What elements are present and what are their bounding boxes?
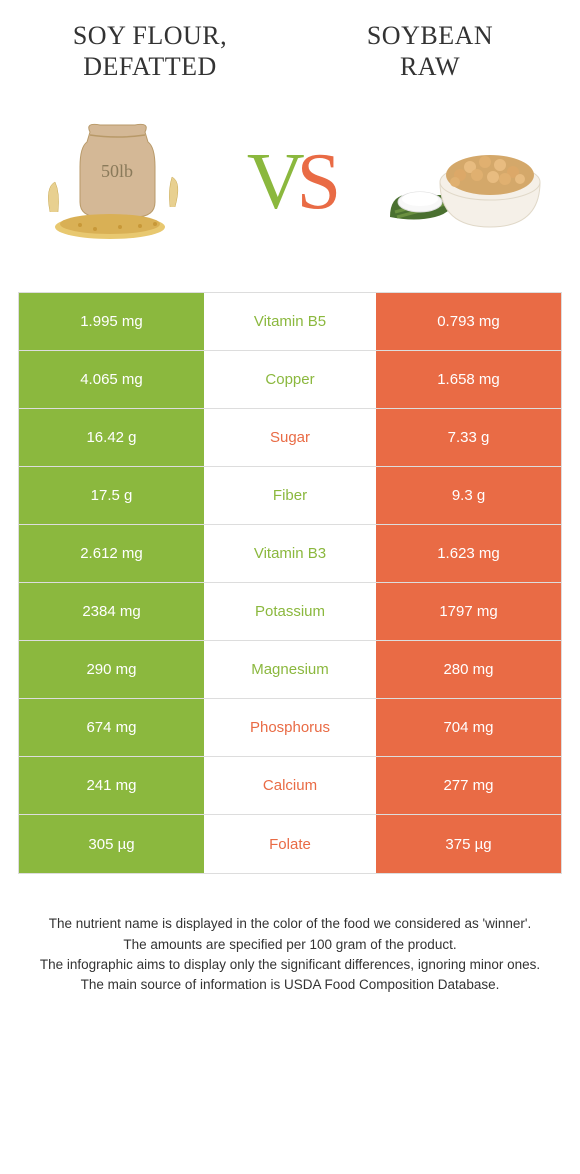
title-left-line2: defatted [83,52,217,81]
cell-right-value: 1.623 mg [376,525,561,582]
cell-left-value: 16.42 g [19,409,204,466]
footer-line: The infographic aims to display only the… [30,955,550,975]
cell-nutrient-name: Phosphorus [204,699,376,756]
cell-right-value: 0.793 mg [376,293,561,350]
table-row: 2.612 mgVitamin B31.623 mg [19,525,561,583]
title-left: Soy flour, defatted [40,20,260,82]
table-row: 290 mgMagnesium280 mg [19,641,561,699]
table-row: 2384 mgPotassium1797 mg [19,583,561,641]
nutrient-table: 1.995 mgVitamin B50.793 mg4.065 mgCopper… [18,292,562,874]
cell-nutrient-name: Folate [204,815,376,873]
cell-left-value: 1.995 mg [19,293,204,350]
table-row: 305 µgFolate375 µg [19,815,561,873]
footer-line: The main source of information is USDA F… [30,975,550,995]
cell-right-value: 375 µg [376,815,561,873]
cell-nutrient-name: Vitamin B5 [204,293,376,350]
cell-right-value: 277 mg [376,757,561,814]
vs-v: V [247,138,297,226]
cell-left-value: 4.065 mg [19,351,204,408]
cell-right-value: 9.3 g [376,467,561,524]
vs-s: S [297,138,334,226]
title-right-line2: raw [400,52,460,81]
title-left-line1: Soy flour, [73,21,227,50]
cell-left-value: 241 mg [19,757,204,814]
cell-nutrient-name: Calcium [204,757,376,814]
table-row: 241 mgCalcium277 mg [19,757,561,815]
cell-nutrient-name: Magnesium [204,641,376,698]
cell-left-value: 290 mg [19,641,204,698]
table-row: 674 mgPhosphorus704 mg [19,699,561,757]
cell-left-value: 17.5 g [19,467,204,524]
table-row: 17.5 gFiber9.3 g [19,467,561,525]
cell-nutrient-name: Fiber [204,467,376,524]
cell-right-value: 7.33 g [376,409,561,466]
table-row: 1.995 mgVitamin B50.793 mg [19,293,561,351]
food-image-left: 50lb [30,112,200,252]
vs-label: VS [247,137,333,228]
table-row: 4.065 mgCopper1.658 mg [19,351,561,409]
cell-right-value: 280 mg [376,641,561,698]
svg-text:50lb: 50lb [101,161,133,181]
cell-left-value: 2.612 mg [19,525,204,582]
cell-nutrient-name: Potassium [204,583,376,640]
cell-nutrient-name: Vitamin B3 [204,525,376,582]
footer-line: The nutrient name is displayed in the co… [30,914,550,934]
cell-left-value: 2384 mg [19,583,204,640]
images-row: 50lb VS [0,92,580,292]
title-right-line1: Soybean [367,21,493,50]
header: Soy flour, defatted Soybean raw [0,0,580,92]
table-row: 16.42 gSugar7.33 g [19,409,561,467]
cell-nutrient-name: Sugar [204,409,376,466]
food-image-right [380,112,550,252]
cell-right-value: 704 mg [376,699,561,756]
footer-notes: The nutrient name is displayed in the co… [0,874,580,1015]
footer-line: The amounts are specified per 100 gram o… [30,935,550,955]
cell-left-value: 305 µg [19,815,204,873]
title-right: Soybean raw [320,20,540,82]
cell-right-value: 1.658 mg [376,351,561,408]
cell-left-value: 674 mg [19,699,204,756]
cell-nutrient-name: Copper [204,351,376,408]
cell-right-value: 1797 mg [376,583,561,640]
